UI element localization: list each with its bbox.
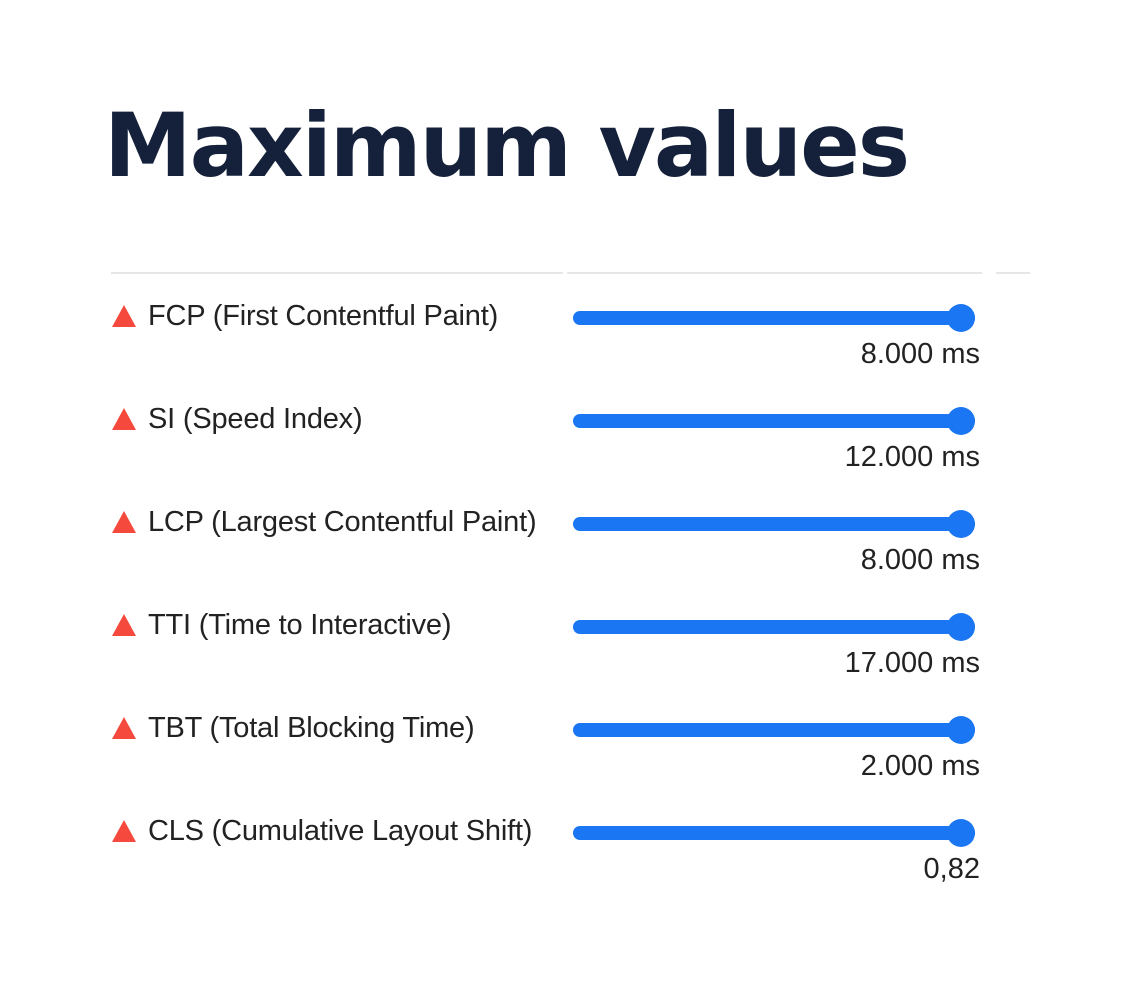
metric-label: TBT (Total Blocking Time)	[112, 708, 475, 748]
metric-label-text: TBT (Total Blocking Time)	[148, 711, 475, 744]
metric-value: 8.000 ms	[860, 338, 980, 370]
metric-row-si: SI (Speed Index) 12.000 ms	[0, 401, 1132, 504]
slider-track[interactable]	[573, 826, 975, 840]
metric-label-text: FCP (First Contentful Paint)	[148, 299, 499, 332]
metric-row-tbt: TBT (Total Blocking Time) 2.000 ms	[0, 710, 1132, 813]
metric-value: 0,82	[923, 853, 980, 885]
slider-thumb[interactable]	[947, 407, 975, 435]
si-max-slider[interactable]	[573, 407, 977, 435]
metric-label: SI (Speed Index)	[112, 399, 363, 439]
slider-thumb[interactable]	[947, 819, 975, 847]
metric-label-text: TTI (Time to Interactive)	[148, 608, 452, 641]
slider-track[interactable]	[573, 620, 975, 634]
header-divider-right	[996, 272, 1030, 274]
tbt-max-slider[interactable]	[573, 716, 977, 744]
metric-value: 17.000 ms	[844, 647, 980, 679]
metric-label: CLS (Cumulative Layout Shift)	[112, 811, 532, 851]
metric-value: 8.000 ms	[860, 544, 980, 576]
metric-label: LCP (Largest Contentful Paint)	[112, 502, 537, 542]
tti-max-slider[interactable]	[573, 613, 977, 641]
metric-row-fcp: FCP (First Contentful Paint) 8.000 ms	[0, 298, 1132, 401]
metric-row-lcp: LCP (Largest Contentful Paint) 8.000 ms	[0, 504, 1132, 607]
header-divider-left	[111, 272, 563, 274]
metric-label-text: CLS (Cumulative Layout Shift)	[148, 814, 533, 847]
metric-label-text: LCP (Largest Contentful Paint)	[148, 505, 537, 538]
slider-thumb[interactable]	[947, 716, 975, 744]
warning-triangle-icon	[112, 820, 136, 842]
metric-label-text: SI (Speed Index)	[148, 402, 363, 435]
lcp-max-slider[interactable]	[573, 510, 977, 538]
slider-track[interactable]	[573, 414, 975, 428]
warning-triangle-icon	[112, 511, 136, 533]
slider-track[interactable]	[573, 311, 975, 325]
slider-track[interactable]	[573, 517, 975, 531]
slider-thumb[interactable]	[947, 613, 975, 641]
metric-value: 2.000 ms	[860, 750, 980, 782]
fcp-max-slider[interactable]	[573, 304, 977, 332]
slider-track[interactable]	[573, 723, 975, 737]
page-title: Maximum values	[104, 94, 910, 197]
metric-label: FCP (First Contentful Paint)	[112, 296, 498, 336]
warning-triangle-icon	[112, 717, 136, 739]
cls-max-slider[interactable]	[573, 819, 977, 847]
metric-row-cls: CLS (Cumulative Layout Shift) 0,82	[0, 813, 1132, 916]
metric-row-tti: TTI (Time to Interactive) 17.000 ms	[0, 607, 1132, 710]
warning-triangle-icon	[112, 614, 136, 636]
warning-triangle-icon	[112, 305, 136, 327]
slider-thumb[interactable]	[947, 510, 975, 538]
warning-triangle-icon	[112, 408, 136, 430]
metric-label: TTI (Time to Interactive)	[112, 605, 452, 645]
header-divider-middle	[567, 272, 982, 274]
slider-thumb[interactable]	[947, 304, 975, 332]
metric-value: 12.000 ms	[844, 441, 980, 473]
